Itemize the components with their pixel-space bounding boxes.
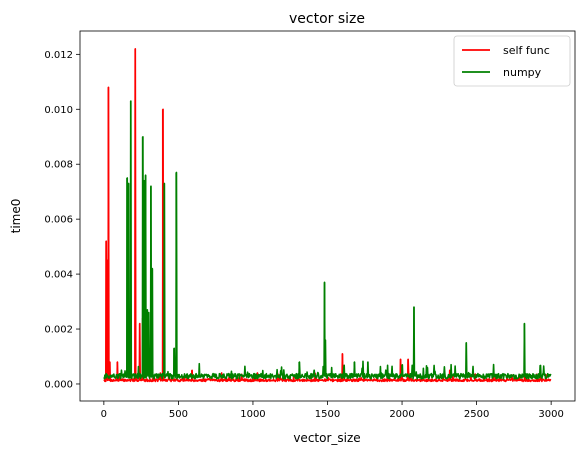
series-layer <box>103 48 552 383</box>
x-tick-label: 1500 <box>315 409 340 420</box>
y-axis-label: time0 <box>9 199 23 234</box>
x-tick-label: 0 <box>101 409 107 420</box>
y-tick-label: 0.006 <box>44 215 73 226</box>
legend: self func numpy <box>453 35 571 87</box>
legend-box <box>453 35 571 87</box>
y-tick-label: 0.002 <box>44 325 73 336</box>
x-axis-label: vector_size <box>293 431 360 445</box>
series-line-self-func <box>103 48 552 383</box>
x-axis: 0 500 1000 1500 2000 2500 3000 <box>101 401 564 420</box>
y-tick-label: 0.012 <box>44 50 73 61</box>
x-tick-label: 2500 <box>464 409 489 420</box>
x-tick-label: 1000 <box>240 409 265 420</box>
x-tick-label: 2000 <box>389 409 414 420</box>
y-axis: 0.000 0.002 0.004 0.006 0.008 0.010 0.012 <box>44 50 80 390</box>
x-tick-label: 3000 <box>538 409 563 420</box>
chart-title: vector size <box>289 11 365 27</box>
series-line-numpy <box>103 100 552 380</box>
y-tick-label: 0.000 <box>44 379 73 390</box>
x-tick-label: 500 <box>169 409 188 420</box>
legend-label-numpy: numpy <box>503 66 542 79</box>
y-tick-label: 0.008 <box>44 160 73 171</box>
y-tick-label: 0.004 <box>44 270 73 281</box>
legend-label-self-func: self func <box>503 44 550 57</box>
y-tick-label: 0.010 <box>44 105 73 116</box>
